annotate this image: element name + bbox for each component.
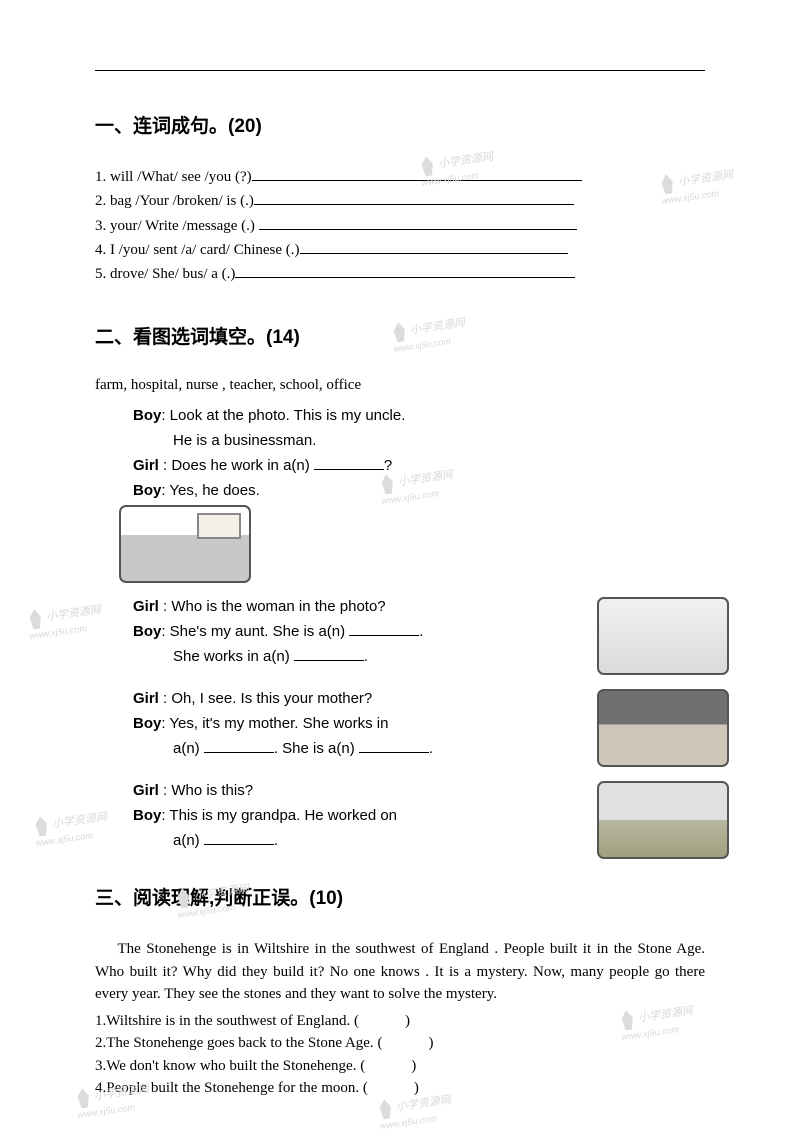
line-text: : Who is this? <box>163 782 253 799</box>
q5: 5. drove/ She/ bus/ a (.) <box>95 263 705 286</box>
word-bank: farm, hospital, nurse , teacher, school,… <box>95 377 705 394</box>
dialog-block: Girl : Oh, I see. Is this your mother?Bo… <box>95 687 705 765</box>
tf4-text: 4.People built the Stonehenge for the mo… <box>95 1080 359 1096</box>
line-text: : Does he work in a(n) <box>163 457 314 474</box>
answer-blank[interactable] <box>235 264 575 278</box>
q4: 4. I /you/ sent /a/ card/ Chinese (.) <box>95 239 705 262</box>
line-text: : This is my grandpa. He worked on <box>161 807 397 824</box>
fill-blank[interactable] <box>349 623 419 636</box>
line-text: : Who is the woman in the photo? <box>163 598 386 615</box>
q1-text: 1. will /What/ see /you (?) <box>95 169 252 185</box>
dialog-illustration <box>597 781 729 859</box>
speaker-label: Boy <box>133 482 161 499</box>
q3-text: 3. your/ Write /message (.) <box>95 218 259 234</box>
dialog-line: She works in a(n) . <box>133 645 545 670</box>
fill-blank[interactable] <box>204 740 274 753</box>
tf3: 3.We don't know who built the Stonehenge… <box>95 1055 705 1078</box>
line-text: : Oh, I see. Is this your mother? <box>163 690 372 707</box>
fill-blank[interactable] <box>359 740 429 753</box>
line-tail: . <box>419 623 423 640</box>
dialogs-container: Boy: Look at the photo. This is my uncle… <box>95 404 705 857</box>
line-text: She works in a(n) <box>173 648 294 665</box>
tf3-text: 3.We don't know who built the Stonehenge… <box>95 1058 356 1074</box>
section3-title: 三、阅读理解,判断正误。(10) <box>95 883 705 910</box>
dialog-line: Girl : Does he work in a(n) ? <box>133 454 545 479</box>
line-text: : Yes, he does. <box>161 482 259 499</box>
speaker-label: Girl <box>133 457 163 474</box>
line-text: : Look at the photo. This is my uncle. <box>161 407 405 424</box>
dialog-block: Girl : Who is the woman in the photo?Boy… <box>95 595 705 673</box>
dialog-line: He is a businessman. <box>133 429 545 454</box>
dialog-line: Girl : Who is this? <box>133 779 545 804</box>
section1-list: 1. will /What/ see /you (?) 2. bag /Your… <box>95 166 705 286</box>
line-tail: . <box>274 832 278 849</box>
dialog-line: Girl : Oh, I see. Is this your mother? <box>133 687 545 712</box>
dialog-illustration <box>597 689 729 767</box>
tf2: 2.The Stonehenge goes back to the Stone … <box>95 1032 705 1055</box>
tf1: 1.Wiltshire is in the southwest of Engla… <box>95 1010 705 1033</box>
answer-blank[interactable] <box>300 240 568 254</box>
dialog-line: Boy: Yes, it's my mother. She works in <box>133 712 545 737</box>
dialog-line: Boy: Look at the photo. This is my uncle… <box>133 404 545 429</box>
dialog-line: a(n) . She is a(n) . <box>133 737 545 762</box>
q5-text: 5. drove/ She/ bus/ a (.) <box>95 266 235 282</box>
line-tail: ? <box>384 457 392 474</box>
dialog-line: a(n) . <box>133 829 545 854</box>
line-text: a(n) <box>173 740 204 757</box>
dialog-illustration <box>597 597 729 675</box>
q3: 3. your/ Write /message (.) <box>95 215 705 238</box>
reading-passage: The Stonehenge is in Wiltshire in the so… <box>95 938 705 1006</box>
speaker-label: Girl <box>133 598 163 615</box>
dialog-line: Boy: She's my aunt. She is a(n) . <box>133 620 545 645</box>
answer-blank[interactable] <box>252 167 582 181</box>
fill-blank[interactable] <box>294 648 364 661</box>
dialog-line: Girl : Who is the woman in the photo? <box>133 595 545 620</box>
dialog-line: Boy: This is my grandpa. He worked on <box>133 804 545 829</box>
tf4: 4.People built the Stonehenge for the mo… <box>95 1077 705 1100</box>
speaker-label: Girl <box>133 690 163 707</box>
speaker-label: Girl <box>133 782 163 799</box>
dialog-block: Boy: Look at the photo. This is my uncle… <box>95 404 705 581</box>
tf2-text: 2.The Stonehenge goes back to the Stone … <box>95 1035 374 1051</box>
line-text: He is a businessman. <box>173 432 316 449</box>
q2: 2. bag /Your /broken/ is (.) <box>95 190 705 213</box>
line-text: : Yes, it's my mother. She works in <box>161 715 388 732</box>
speaker-label: Boy <box>133 623 161 640</box>
line-tail: . <box>429 740 433 757</box>
answer-blank[interactable] <box>259 216 577 230</box>
section2-title: 二、看图选词填空。(14) <box>95 322 705 349</box>
fill-blank[interactable] <box>204 832 274 845</box>
tf-list: 1.Wiltshire is in the southwest of Engla… <box>95 1010 705 1100</box>
speaker-label: Boy <box>133 807 161 824</box>
speaker-label: Boy <box>133 715 161 732</box>
speaker-label: Boy <box>133 407 161 424</box>
line-tail: . <box>364 648 368 665</box>
top-horizontal-rule <box>95 70 705 71</box>
q4-text: 4. I /you/ sent /a/ card/ Chinese (.) <box>95 242 300 258</box>
dialog-block: Girl : Who is this?Boy: This is my grand… <box>95 779 705 857</box>
q1: 1. will /What/ see /you (?) <box>95 166 705 189</box>
dialog-line: Boy: Yes, he does. <box>133 479 545 504</box>
dialog-text: Boy: Look at the photo. This is my uncle… <box>95 404 705 503</box>
dialog-illustration <box>119 505 251 583</box>
q2-text: 2. bag /Your /broken/ is (.) <box>95 193 254 209</box>
line-tail: . She is a(n) <box>274 740 359 757</box>
tf1-text: 1.Wiltshire is in the southwest of Engla… <box>95 1013 350 1029</box>
watermark: 小学资源网www.xj5u.com <box>26 600 104 642</box>
fill-blank[interactable] <box>314 457 384 470</box>
section1-title: 一、连词成句。(20) <box>95 111 705 138</box>
answer-blank[interactable] <box>254 191 574 205</box>
line-text: a(n) <box>173 832 204 849</box>
line-text: : She's my aunt. She is a(n) <box>161 623 349 640</box>
